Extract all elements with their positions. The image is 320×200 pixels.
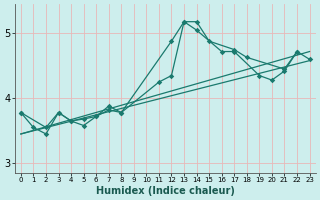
- X-axis label: Humidex (Indice chaleur): Humidex (Indice chaleur): [96, 186, 235, 196]
